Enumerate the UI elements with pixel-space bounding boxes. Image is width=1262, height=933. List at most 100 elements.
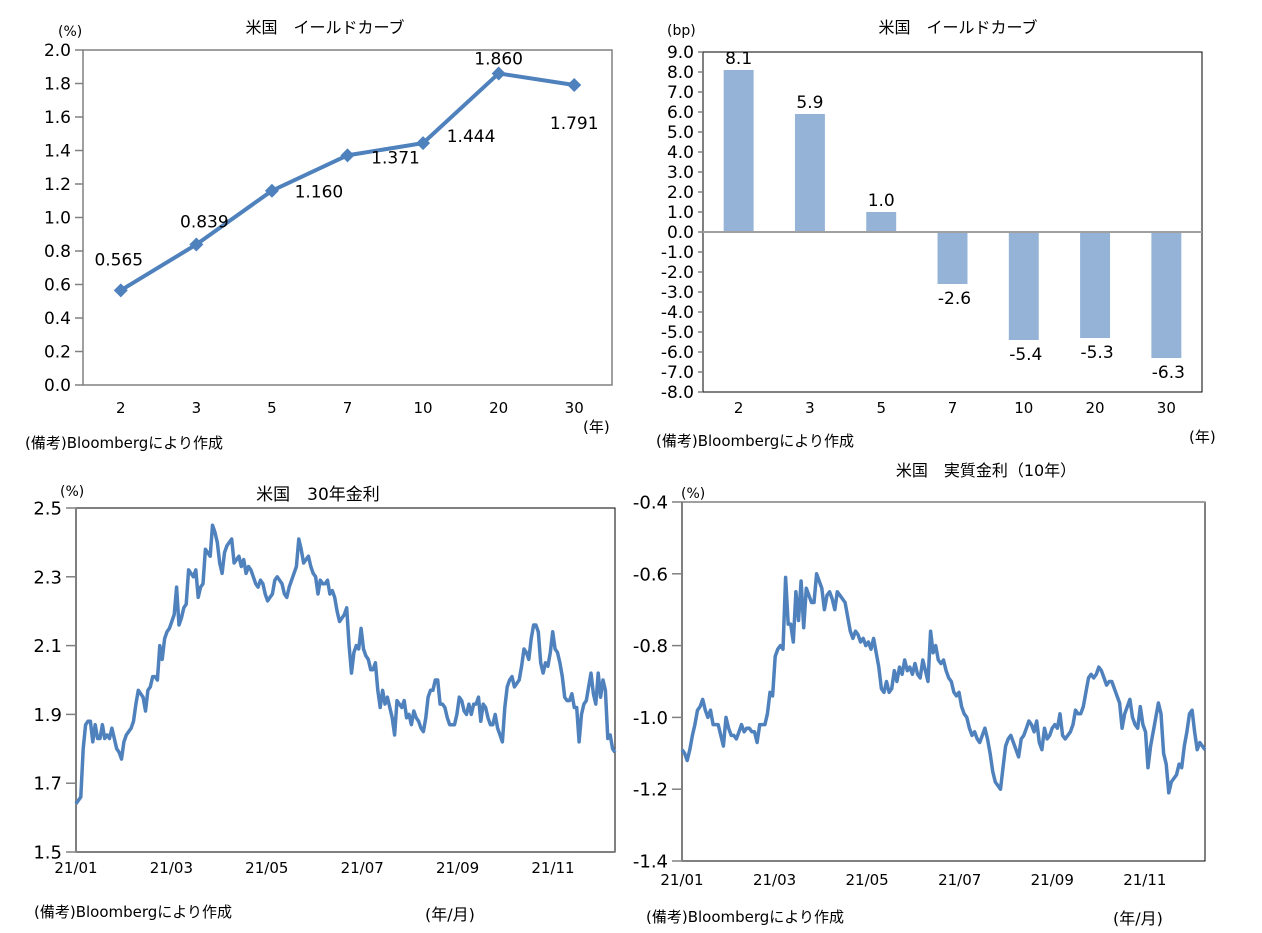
data-label: -5.4	[1009, 345, 1042, 365]
y-tick-label: 2.0	[44, 41, 71, 61]
x-axis-unit: (年/月)	[1113, 909, 1163, 928]
chart-title: 米国 イールドカーブ	[878, 18, 1037, 37]
x-axis-unit: (年)	[1189, 428, 1216, 446]
y-tick-label: 2.3	[33, 567, 62, 588]
x-tick-label: 5	[267, 399, 277, 417]
y-tick-label: 0.2	[44, 343, 71, 363]
bar	[1008, 232, 1039, 340]
source-note: (備考)Bloombergにより作成	[656, 432, 854, 450]
y-axis-unit: (bp)	[667, 23, 696, 39]
y-tick-label: -5.0	[661, 323, 694, 343]
x-tick-label: 30	[1157, 399, 1176, 417]
y-tick-label: 1.8	[44, 75, 71, 95]
x-tick-label: 21/05	[846, 871, 889, 889]
x-tick-label: 21/07	[341, 859, 384, 877]
y-tick-label: 3.0	[667, 163, 694, 183]
x-tick-label: 21/09	[1031, 871, 1074, 889]
y-tick-label: -1.0	[633, 708, 668, 729]
y-tick-label: -0.4	[633, 492, 668, 513]
x-tick-label: 2	[116, 399, 126, 417]
data-point-marker	[113, 283, 128, 298]
x-tick-label: 21/03	[150, 859, 193, 877]
bar	[723, 70, 754, 232]
y-tick-label: 1.0	[44, 209, 71, 229]
y-tick-label: -8.0	[661, 383, 694, 403]
y-tick-label: -1.4	[633, 851, 668, 872]
x-tick-label: 2	[734, 399, 744, 417]
y-tick-label: -3.0	[661, 283, 694, 303]
chart-title: 米国 イールドカーブ	[245, 18, 404, 37]
data-point-marker	[491, 66, 506, 81]
x-tick-label: 20	[1086, 399, 1105, 417]
x-tick-label: 21/11	[531, 859, 574, 877]
x-axis-unit: (年)	[583, 418, 610, 436]
y-tick-label: 0.8	[44, 242, 71, 262]
y-tick-label: 2.5	[33, 498, 62, 519]
x-tick-label: 7	[343, 399, 353, 417]
y-tick-label: 5.0	[667, 123, 694, 143]
x-tick-label: 7	[948, 399, 958, 417]
y-tick-label: -7.0	[661, 363, 694, 383]
y-tick-label: 1.2	[44, 175, 71, 195]
y-tick-label: 9.0	[667, 43, 694, 63]
chart-title: 米国 30年金利	[256, 485, 380, 505]
data-point-marker	[416, 136, 431, 151]
bar	[937, 232, 968, 284]
y-tick-label: 1.9	[33, 705, 62, 726]
y-axis-unit: (%)	[681, 486, 705, 502]
y-tick-label: 7.0	[667, 83, 694, 103]
us-30y-rate-line-chart: 米国 30年金利 (%) 1.5 1.7 1.9 2.1 2.3 2.5 21/01 21/…	[33, 484, 617, 924]
y-tick-label: 8.0	[667, 63, 694, 83]
y-axis-unit: (%)	[58, 24, 82, 40]
x-tick-label: 21/07	[938, 871, 981, 889]
series-line	[74, 523, 617, 805]
x-tick-label: 21/01	[660, 871, 703, 889]
yield-curve-line-chart: 米国 イールドカーブ (%) 0.0 0.2 0.4 0.6 0.8 1.0 1.2 1.4 1…	[25, 18, 613, 452]
data-point-marker	[340, 148, 355, 163]
y-tick-label: -6.0	[661, 343, 694, 363]
data-label: 1.371	[371, 148, 420, 168]
us-real-rate-line-chart: 米国 実質金利（10年） (%) -1.4 -1.2 -1.0 -0.8 -0.6 -0.…	[633, 461, 1207, 928]
y-tick-label: 6.0	[667, 103, 694, 123]
y-tick-label: 2.0	[667, 183, 694, 203]
y-tick-label: 1.5	[33, 842, 62, 863]
x-tick-label: 20	[489, 399, 508, 417]
y-tick-label: 0.6	[44, 276, 71, 296]
data-label: 0.839	[180, 212, 229, 232]
x-tick-label: 10	[414, 399, 433, 417]
y-tick-label: 0.0	[667, 223, 694, 243]
plot-area	[702, 51, 1203, 393]
x-tick-label: 3	[805, 399, 815, 417]
data-label: -6.3	[1152, 363, 1185, 383]
x-tick-label: 3	[192, 399, 202, 417]
y-tick-label: 1.7	[33, 774, 62, 795]
x-tick-label: 5	[876, 399, 886, 417]
y-axis-unit: (%)	[60, 484, 84, 500]
data-label: 1.0	[868, 191, 895, 211]
bar	[866, 212, 897, 232]
x-tick-label: 21/09	[436, 859, 479, 877]
x-tick-label: 21/01	[54, 859, 97, 877]
x-tick-label: 10	[1014, 399, 1033, 417]
data-point-marker	[264, 183, 279, 198]
yield-curve-change-bar-chart: 米国 イールドカーブ (bp) -8.0-7.0-6.0-5.0-4.0-3.0…	[656, 18, 1216, 450]
y-tick-label: -0.8	[633, 636, 668, 657]
y-tick-label: 1.6	[44, 108, 71, 128]
x-tick-label: 21/03	[753, 871, 796, 889]
y-tick-label: -1.0	[661, 243, 694, 263]
y-tick-label: 2.1	[33, 636, 62, 657]
x-tick-label: 30	[565, 399, 584, 417]
y-tick-label: 0.0	[44, 376, 71, 396]
y-tick-label: 4.0	[667, 143, 694, 163]
data-label: 5.9	[796, 93, 823, 113]
x-tick-label: 21/05	[245, 859, 288, 877]
data-label: -2.6	[938, 289, 971, 309]
data-label: 1.160	[295, 183, 344, 203]
bar	[1151, 232, 1182, 358]
y-tick-label: 1.0	[667, 203, 694, 223]
y-tick-label: 1.4	[44, 142, 71, 162]
chart-title: 米国 実質金利（10年）	[896, 461, 1076, 480]
data-label: 0.565	[94, 250, 143, 270]
source-note: (備考)Bloombergにより作成	[646, 908, 844, 926]
data-label: 1.860	[474, 49, 523, 69]
